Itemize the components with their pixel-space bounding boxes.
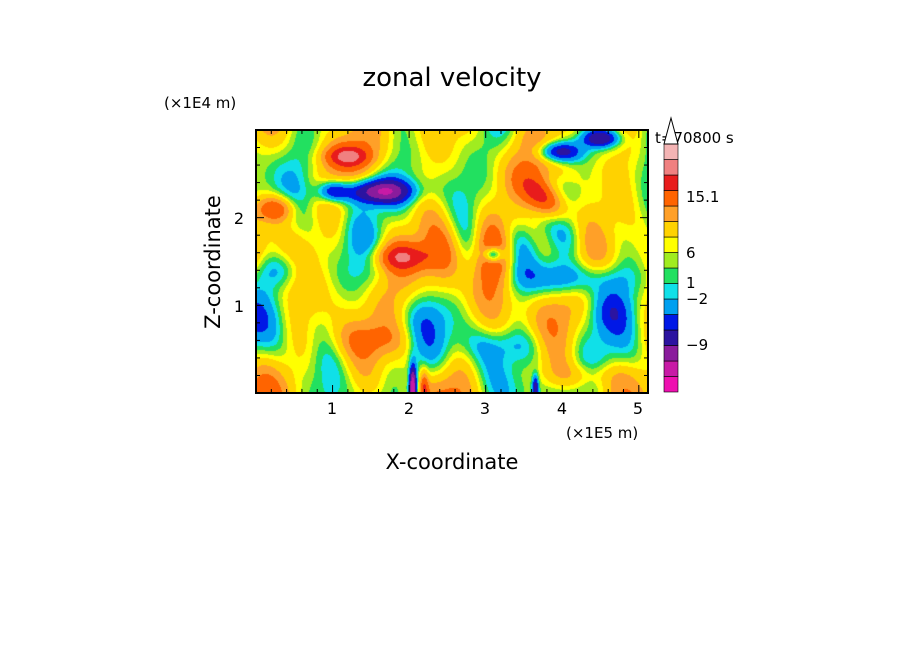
x-tick-label-3: 3 [480,399,490,418]
colorbar-segment [663,298,679,315]
colorbar-segment [663,283,679,300]
x-tick-label-2: 2 [404,399,414,418]
x-tick-labels: 1 2 3 4 5 [327,399,643,418]
colorbar-label-minus9: −9 [686,336,708,354]
heatmap-field [256,130,648,393]
colorbar-labels: 15.1 6 1 −2 −9 [686,188,719,354]
y-axis-label: Z-coordinate [201,195,225,329]
colorbar-segment [663,360,679,377]
x-tick-label-1: 1 [327,399,337,418]
colorbar-segment [663,190,679,207]
x-axis-label: X-coordinate [386,450,519,474]
x-unit-label: (×1E5 m) [566,424,638,442]
colorbar-segment [663,236,679,253]
plot-frame [255,129,649,394]
colorbar-segment [663,174,679,191]
colorbar: 15.1 6 1 −2 −9 [663,116,719,393]
colorbar-segment [663,221,679,238]
colorbar-segment [663,159,679,176]
colorbar-segment [663,314,679,331]
axis-ticks [256,130,648,393]
y-tick-label-2: 2 [234,209,244,228]
chart-title: zonal velocity [362,63,541,93]
colorbar-label-6: 6 [686,244,696,262]
plot-area [255,129,649,394]
colorbar-segment [663,345,679,362]
colorbar-label-15.1: 15.1 [686,188,719,206]
colorbar-extend-max-arrow [663,116,679,145]
colorbar-segment [663,205,679,222]
y-tick-label-1: 1 [234,297,244,316]
x-tick-label-4: 4 [557,399,567,418]
y-unit-label: (×1E4 m) [164,94,236,112]
y-tick-labels: 1 2 [234,209,244,316]
colorbar-segment [663,329,679,346]
colorbar-segment [663,376,679,393]
colorbar-segment [663,143,679,160]
colorbar-segment [663,252,679,269]
colorbar-label-1: 1 [686,274,696,292]
colorbar-segment [663,267,679,284]
colorbar-label-minus2: −2 [686,290,708,308]
colorbar-segments [663,116,679,393]
x-tick-label-5: 5 [633,399,643,418]
